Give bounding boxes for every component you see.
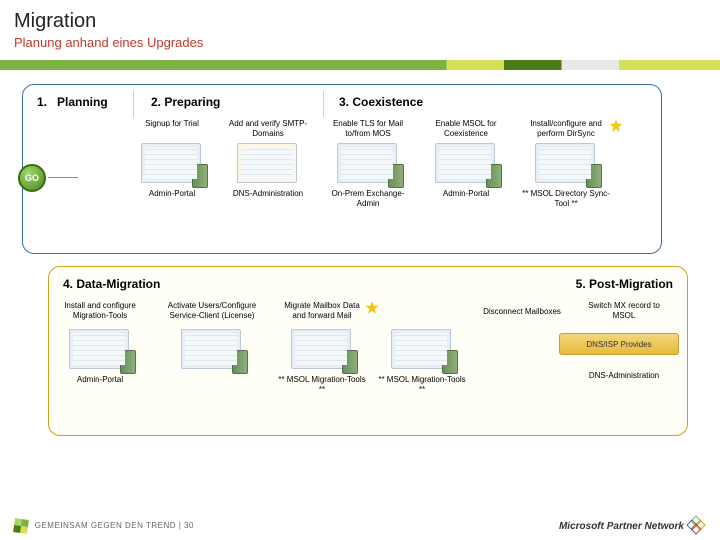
s3c1-top: Enable TLS for Mail to/from MOS (323, 119, 413, 138)
s4c2-top: Activate Users/Configure Service-Client … (157, 301, 267, 320)
go-label: GO (25, 173, 39, 183)
s2c1-top: Signup for Trial (127, 119, 217, 129)
arrow-icon (48, 177, 78, 178)
sect2-title: 2. Preparing (151, 95, 220, 109)
diagram-canvas: 1. Planning 2. Preparing Signup for Tria… (0, 70, 720, 490)
s2c1-bot: Admin-Portal (127, 189, 217, 199)
brand-text: Microsoft Partner Network (559, 521, 684, 532)
screenshot-icon (141, 143, 201, 183)
slide-footer: GEMEINSAM GEGEN DEN TREND | 30 Microsoft… (0, 512, 720, 540)
partner-network-icon (688, 517, 706, 535)
screenshot-icon (291, 329, 351, 369)
screenshot-icon (435, 143, 495, 183)
panel-top: 1. Planning 2. Preparing Signup for Tria… (22, 84, 662, 254)
s3c3-top: Install/configure and perform DirSync (521, 119, 611, 138)
footer-page: 30 (184, 521, 194, 530)
s2c2-top: Add and verify SMTP-Domains (223, 119, 313, 138)
server-icon (442, 350, 458, 374)
panel-bottom: 4. Data-Migration Install and configure … (48, 266, 688, 436)
server-icon (388, 164, 404, 188)
s3c3-bot: ** MSOL Directory Sync-Tool ** (521, 189, 611, 208)
s5c2-top: Switch MX record to MSOL (579, 301, 669, 320)
s5c2-bot: DNS-Administration (579, 371, 669, 381)
s4c3-bot: ** MSOL Migration-Tools ** (277, 375, 367, 394)
server-icon (342, 350, 358, 374)
sect1-num: 1. (37, 95, 47, 109)
footer-left: GEMEINSAM GEGEN DEN TREND | 30 (14, 519, 194, 533)
s4c3-top: Migrate Mailbox Data and forward Mail (277, 301, 367, 320)
server-icon (120, 350, 136, 374)
screenshot-icon (237, 143, 297, 183)
divider (133, 91, 134, 117)
ribbon-label: DNS/ISP Provides (586, 340, 651, 349)
server-icon (486, 164, 502, 188)
server-icon (192, 164, 208, 188)
s4c1-top: Install and configure Migration-Tools (55, 301, 145, 320)
s5c1-top: Disconnect Mailboxes (477, 307, 567, 317)
star-icon (365, 301, 379, 315)
footer-text: GEMEINSAM GEGEN DEN TREND (35, 521, 176, 530)
sect3-title: 3. Coexistence (339, 95, 423, 109)
s3c2-bot: Admin-Portal (421, 189, 511, 199)
ribbon: DNS/ISP Provides (559, 333, 679, 355)
s4c4-bot: ** MSOL Migration-Tools ** (377, 375, 467, 394)
sect5-title: 5. Post-Migration (576, 277, 673, 291)
go-button[interactable]: GO (18, 164, 46, 192)
accent-bar (0, 60, 720, 70)
screenshot-icon (391, 329, 451, 369)
slide-header: Migration Planung anhand eines Upgrades (0, 0, 720, 54)
star-icon (609, 119, 623, 133)
s3c1-bot: On-Prem Exchange-Admin (323, 189, 413, 208)
divider (323, 91, 324, 117)
server-icon (586, 164, 602, 188)
footer-right: Microsoft Partner Network (559, 517, 706, 535)
s2c2-bot: DNS-Administration (223, 189, 313, 199)
screenshot-icon (181, 329, 241, 369)
logo-square-icon (13, 518, 29, 534)
slide-title: Migration (14, 10, 706, 33)
slide-subtitle: Planung anhand eines Upgrades (14, 35, 706, 50)
s3c2-top: Enable MSOL for Coexistence (421, 119, 511, 138)
screenshot-icon (69, 329, 129, 369)
s4c1-bot: Admin-Portal (55, 375, 145, 385)
screenshot-icon (337, 143, 397, 183)
sect4-title: 4. Data-Migration (63, 277, 160, 291)
brand-sub: Partner Network (607, 521, 684, 532)
server-icon (232, 350, 248, 374)
sect1-title: Planning (57, 95, 108, 109)
screenshot-icon (535, 143, 595, 183)
